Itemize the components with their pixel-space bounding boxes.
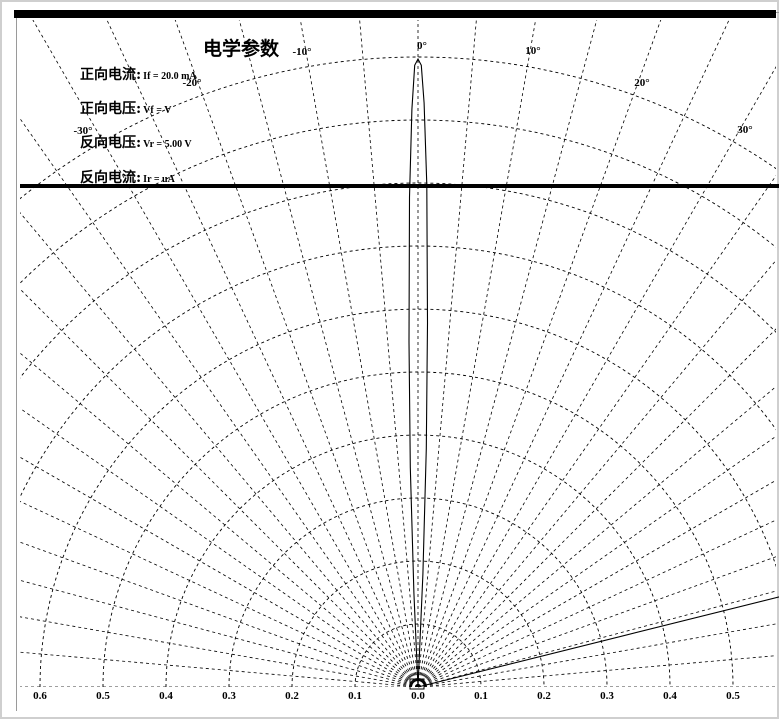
grid-arc <box>0 246 779 687</box>
grid-spoke <box>418 277 779 687</box>
param-value: If = 20.0 mA <box>143 71 196 82</box>
grid-spoke <box>418 0 779 687</box>
angle-label: 30° <box>737 124 752 136</box>
grid-spoke <box>313 0 418 687</box>
grid-spoke <box>210 0 418 687</box>
panel-title: 电学参数 <box>203 34 279 61</box>
grid-spoke <box>0 0 418 687</box>
radial-tick-label: 0.4 <box>663 690 677 702</box>
grid-spoke <box>0 0 418 687</box>
grid-arc <box>0 120 779 687</box>
param-row-reverse-current: 反向电流: Ir = uA <box>80 167 175 187</box>
radial-tick-label: 0.1 <box>474 690 488 702</box>
grid-spoke <box>8 0 418 687</box>
param-row-forward-voltage: 正向电压: Vf = V <box>80 98 171 118</box>
grid-spoke <box>418 0 779 687</box>
param-label: 正向电流: <box>80 67 141 83</box>
grid-spoke <box>418 0 779 687</box>
grid-spoke <box>418 0 779 687</box>
grid-spoke <box>418 582 779 687</box>
param-value: Vr = 5.00 V <box>143 139 191 150</box>
radial-tick-label: 0.6 <box>33 690 47 702</box>
grid-spoke <box>418 0 779 687</box>
grid-spoke <box>418 0 626 687</box>
radial-tick-label: 0.0 <box>411 690 425 702</box>
grid-spoke <box>418 0 523 687</box>
radial-tick-label: 0.1 <box>348 690 362 702</box>
grid-spoke <box>418 0 779 687</box>
grid-spoke <box>0 0 418 687</box>
param-label: 反向电压: <box>80 135 141 151</box>
grid-spoke <box>0 0 418 687</box>
radial-tick-label: 0.2 <box>537 690 551 702</box>
grid-spoke <box>418 0 779 687</box>
radial-tick-labels: 0.6 0.5 0.4 0.3 0.2 0.1 0.0 0.1 0.2 0.3 0.4 0.5 <box>33 690 740 702</box>
radial-tick-label: 0.3 <box>600 690 614 702</box>
radial-tick-label: 0.5 <box>96 690 110 702</box>
angle-label: 20° <box>634 77 649 89</box>
radial-tick-label: 0.4 <box>159 690 173 702</box>
grid-spoke <box>0 0 418 687</box>
grid-arc <box>229 498 607 687</box>
radial-tick-label: 0.2 <box>285 690 299 702</box>
param-value: Ir = uA <box>143 174 175 185</box>
param-row-forward-current: 正向电流: If = 20.0 mA <box>80 64 197 84</box>
param-label: 反向电流: <box>80 170 141 186</box>
grid-spoke <box>0 0 418 687</box>
angle-label: 0° <box>417 40 427 52</box>
radial-tick-label: 0.5 <box>726 690 740 702</box>
grid-arc <box>0 183 779 687</box>
grid-spoke <box>418 376 779 687</box>
angle-label: -10° <box>292 46 311 58</box>
grid-spoke <box>418 0 779 687</box>
param-value: Vf = V <box>143 105 171 116</box>
angle-label: 10° <box>525 45 540 57</box>
param-row-reverse-voltage: 反向电压: Vr = 5.00 V <box>80 132 192 152</box>
grid-spoke <box>418 0 729 687</box>
radial-tick-label: 0.3 <box>222 690 236 702</box>
grid-spoke <box>0 0 418 687</box>
param-label: 正向电压: <box>80 101 141 117</box>
grid-spoke <box>418 87 779 687</box>
series-line <box>418 596 779 687</box>
grid-spoke <box>0 376 418 687</box>
